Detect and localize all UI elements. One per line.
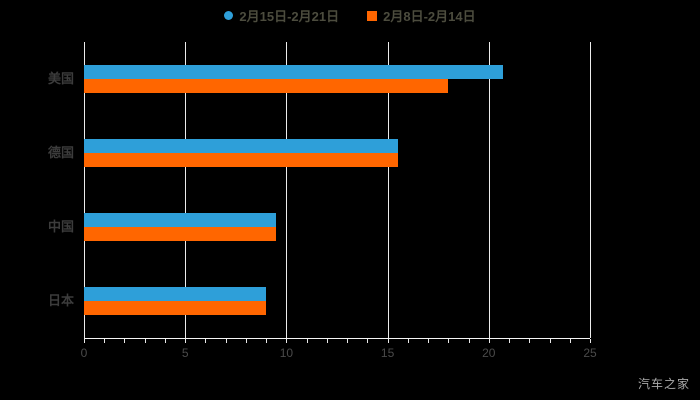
axis-tick [549,339,551,343]
legend-label-week2: 2月15日-2月21日 [239,9,340,24]
axis-tick [569,339,571,343]
legend-square-icon [367,10,378,21]
axis-tick [428,339,430,343]
axis-tick [225,339,227,343]
axis-tick [529,339,531,343]
axis-tick [306,339,308,343]
legend: 2月15日-2月21日 2月8日-2月14日 [0,6,700,25]
axis-tick [84,339,85,343]
bar-日本-series2[interactable] [84,301,267,315]
axis-tick-label: 25 [583,346,597,360]
watermark: 汽车之家 [637,377,690,391]
axis-tick [104,339,106,343]
axis-tick-label: 15 [380,346,395,360]
axis-tick [266,339,268,343]
axis-tick [205,339,207,343]
bar-中国-series2[interactable] [84,227,277,241]
bar-美国-series2[interactable] [84,79,449,93]
bar-中国-series1[interactable] [84,213,277,227]
axis-tick [347,339,349,343]
bar-德国-series1[interactable] [84,139,398,153]
axis-tick [286,339,288,343]
axis-tick [124,339,126,343]
axis-tick [185,339,187,343]
axis-tick [367,339,369,343]
gridline [84,42,85,338]
bar-日本-series1[interactable] [84,287,267,301]
axis-tick [245,339,247,343]
axis-tick [448,339,450,343]
legend-item-week1[interactable]: 2月8日-2月14日 [367,6,476,25]
bar-德国-series2[interactable] [84,153,398,167]
axis-tick-label: 20 [482,346,496,360]
gridline [286,42,288,338]
axis-tick [164,339,166,343]
gridline [590,42,591,338]
axis-tick [144,339,146,343]
category-label: 德国 [47,145,74,160]
axis-tick [326,339,328,343]
axis-tick [407,339,409,343]
gridline [387,42,389,338]
y-axis-labels: 美国 德国 中国 日本 [0,42,78,338]
gridline [488,42,490,338]
axis-tick [387,339,389,343]
axis-tick [488,339,490,343]
category-label: 美国 [47,71,74,86]
category-label: 日本 [47,293,74,308]
axis-tick [509,339,511,343]
legend-label-week1: 2月8日-2月14日 [383,9,476,24]
legend-item-week2[interactable]: 2月15日-2月21日 [224,6,339,25]
axis-tick-label: 0 [80,346,88,360]
axis-tick [590,339,591,343]
bar-美国-series1[interactable] [84,65,503,79]
axis-tick-label: 5 [181,346,189,360]
legend-dot-icon [224,11,234,20]
category-label: 中国 [47,219,74,234]
plot-area [84,42,591,339]
axis-tick-label: 10 [279,346,294,360]
axis-tick [468,339,470,343]
gridline [185,42,187,338]
x-axis: 0 5 10 15 20 25 [81,339,597,365]
